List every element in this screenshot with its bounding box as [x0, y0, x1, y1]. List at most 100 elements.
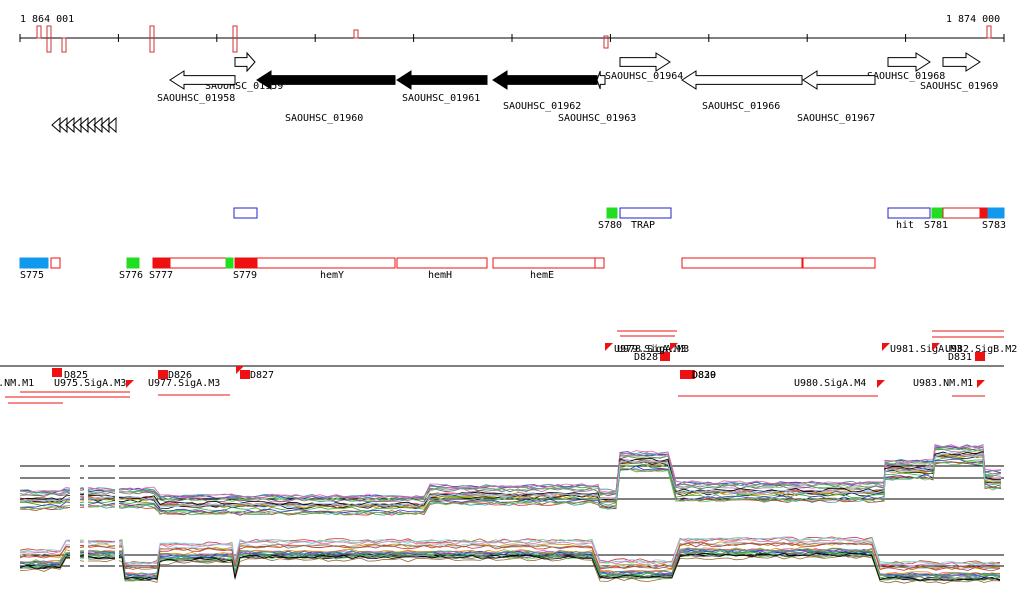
segment-box	[887, 207, 931, 219]
gap-mask	[115, 440, 119, 600]
segment-box	[126, 257, 140, 269]
small-arrow	[72, 116, 82, 134]
gene-label: SAOUHSC_01959	[205, 81, 283, 92]
read-marker	[149, 25, 155, 53]
expression-trace	[19, 452, 1002, 508]
feature-flag	[977, 380, 985, 388]
gene-arrow	[942, 52, 981, 72]
gene-label: SAOUHSC_01963	[558, 113, 636, 124]
segment-box	[802, 257, 876, 269]
segment-label: S783	[982, 220, 1006, 231]
feature-label: D826	[168, 370, 192, 381]
read-marker	[61, 37, 67, 53]
feature-label: U983.NM.M1	[913, 378, 973, 389]
feature-flag	[932, 343, 940, 351]
small-arrow	[79, 116, 89, 134]
feature-marker	[975, 352, 985, 361]
segment-label: S775	[20, 270, 44, 281]
read-marker	[46, 25, 52, 53]
axis-end: 1 874 000	[946, 14, 1000, 25]
segment-box	[979, 207, 989, 219]
feature-label: U980.SigA.M4	[794, 378, 866, 389]
gene-arrow	[681, 70, 803, 90]
segment-label: S781	[924, 220, 948, 231]
feature-label: D830	[692, 370, 716, 381]
feature-flag	[882, 343, 890, 351]
read-marker	[603, 35, 609, 49]
expression-trace	[19, 536, 1001, 565]
segment-label: TRAP	[631, 220, 655, 231]
segment-box	[606, 207, 618, 219]
gene-arrow	[596, 70, 606, 90]
expression-trace	[19, 548, 1001, 577]
segment-box	[619, 207, 672, 219]
feature-flag	[236, 366, 244, 374]
feature-marker	[660, 352, 670, 361]
gene-arrow	[396, 70, 488, 90]
gene-arrow	[169, 70, 236, 90]
feature-flag	[670, 343, 678, 351]
segment-box	[225, 257, 234, 269]
gene-label: SAOUHSC_01967	[797, 113, 875, 124]
feature-label: D828	[634, 352, 658, 363]
feature-label: U974.NM.M1	[0, 378, 34, 389]
feature-label: U979.SigA.M3	[614, 344, 686, 355]
gene-label: SAOUHSC_01968	[867, 71, 945, 82]
segment-label: hemH	[428, 270, 452, 281]
segment-label: S777	[149, 270, 173, 281]
small-arrow	[93, 116, 103, 134]
expression-trace	[19, 555, 1001, 585]
gap-mask	[84, 440, 88, 600]
gene-label: SAOUHSC_01961	[402, 93, 480, 104]
feature-marker	[158, 370, 168, 379]
feature-marker	[240, 370, 250, 379]
expression-trace	[19, 549, 1001, 579]
gene-label: SAOUHSC_01964	[605, 71, 683, 82]
segment-label: S776	[119, 270, 143, 281]
expression-trace	[19, 541, 1001, 571]
segment-box	[931, 207, 944, 219]
feature-label: D825	[64, 370, 88, 381]
expression-trace	[19, 445, 1002, 500]
feature-label: D827	[250, 370, 274, 381]
gap-mask	[70, 440, 80, 600]
read-marker	[353, 29, 359, 39]
feature-flag	[605, 343, 613, 351]
segment-box	[169, 257, 227, 269]
feature-label: D831	[948, 352, 972, 363]
gene-label: SAOUHSC_01962	[503, 101, 581, 112]
segment-label: S779	[233, 270, 257, 281]
segment-box	[19, 257, 49, 269]
segment-label: S780	[598, 220, 622, 231]
gene-label: SAOUHSC_01958	[157, 93, 235, 104]
expression-trace	[19, 538, 1001, 567]
gene-arrow	[492, 70, 598, 90]
small-arrow	[86, 116, 96, 134]
axis-start: 1 864 001	[20, 14, 74, 25]
gene-arrow	[619, 52, 671, 72]
segment-box	[50, 257, 61, 269]
small-arrow	[51, 116, 61, 134]
segment-box	[234, 257, 258, 269]
feature-label: U982.SigB.M2	[945, 344, 1017, 355]
small-arrow	[100, 116, 110, 134]
gene-label: SAOUHSC_01966	[702, 101, 780, 112]
gene-arrow	[802, 70, 876, 90]
expression-trace	[19, 552, 1001, 582]
expression-trace	[19, 541, 1001, 571]
gene-arrow	[256, 70, 396, 90]
segment-label: hemE	[530, 270, 554, 281]
small-arrow	[58, 116, 68, 134]
feature-label: U977.SigA.M3	[148, 378, 220, 389]
expression-trace	[19, 444, 1002, 498]
gene-arrow	[887, 52, 931, 72]
feature-flag	[877, 380, 885, 388]
expression-trace	[19, 536, 1000, 566]
read-marker	[232, 25, 238, 53]
expression-trace	[19, 547, 1001, 576]
segment-box	[492, 257, 596, 269]
read-marker	[36, 25, 42, 39]
feature-label: U975.SigA.M3	[54, 378, 126, 389]
feature-marker	[52, 368, 62, 377]
